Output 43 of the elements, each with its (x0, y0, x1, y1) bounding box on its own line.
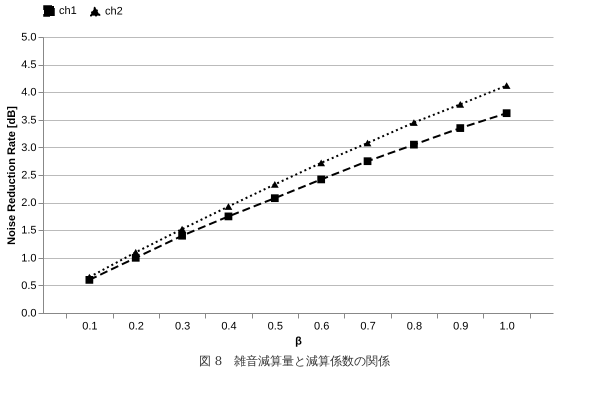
x-axis-title: β (295, 336, 302, 348)
point (132, 248, 140, 256)
point (456, 100, 464, 108)
y-tick-label: 2.5 (21, 170, 36, 182)
point (178, 226, 186, 232)
y-tick-label: 1.5 (21, 224, 36, 237)
x-tick-label: 0.1 (82, 320, 98, 332)
point (502, 109, 511, 118)
y-tick-label: 0.5 (21, 280, 36, 292)
x-tick-label: 0.7 (360, 320, 376, 332)
y-tick-label: 4.5 (21, 59, 36, 72)
point (410, 119, 418, 126)
y-tick-label: 4.0 (21, 86, 36, 99)
x-tick-label: 0.8 (406, 320, 422, 332)
y-tick-label: 3.5 (21, 114, 36, 126)
point (502, 82, 511, 89)
legend-label: ch1 (59, 5, 77, 17)
point (364, 157, 372, 166)
point (270, 194, 279, 202)
y-tick-label: 5.0 (21, 32, 36, 44)
point (178, 232, 186, 240)
y-tick-label: 1.0 (21, 252, 36, 264)
legend-label: ch2 (105, 5, 123, 18)
point (456, 124, 464, 132)
y-tick-label: 2.0 (21, 197, 36, 210)
point (224, 212, 232, 220)
x-tick-label: 0.3 (174, 320, 190, 332)
x-tick-label: 0.9 (453, 320, 468, 332)
x-tick-label: 0.5 (268, 320, 283, 332)
point (410, 140, 418, 149)
x-tick-label: 1.0 (499, 320, 515, 332)
x-tick-label: 0.6 (314, 320, 330, 332)
x-tick-label: 0.4 (221, 320, 237, 332)
x-tick-label: 0.2 (128, 320, 144, 332)
point (364, 140, 372, 146)
y-tick-label: 0.0 (21, 308, 36, 320)
y-tick-label: 3.0 (21, 142, 36, 154)
point (224, 203, 232, 210)
y-axis-title: Noise Reduction Rate [dB] (6, 106, 18, 245)
point (317, 160, 326, 166)
point (270, 181, 279, 188)
point (317, 176, 326, 184)
caption: 図 8 雑音減算量と減算係数の関係 (198, 353, 392, 370)
